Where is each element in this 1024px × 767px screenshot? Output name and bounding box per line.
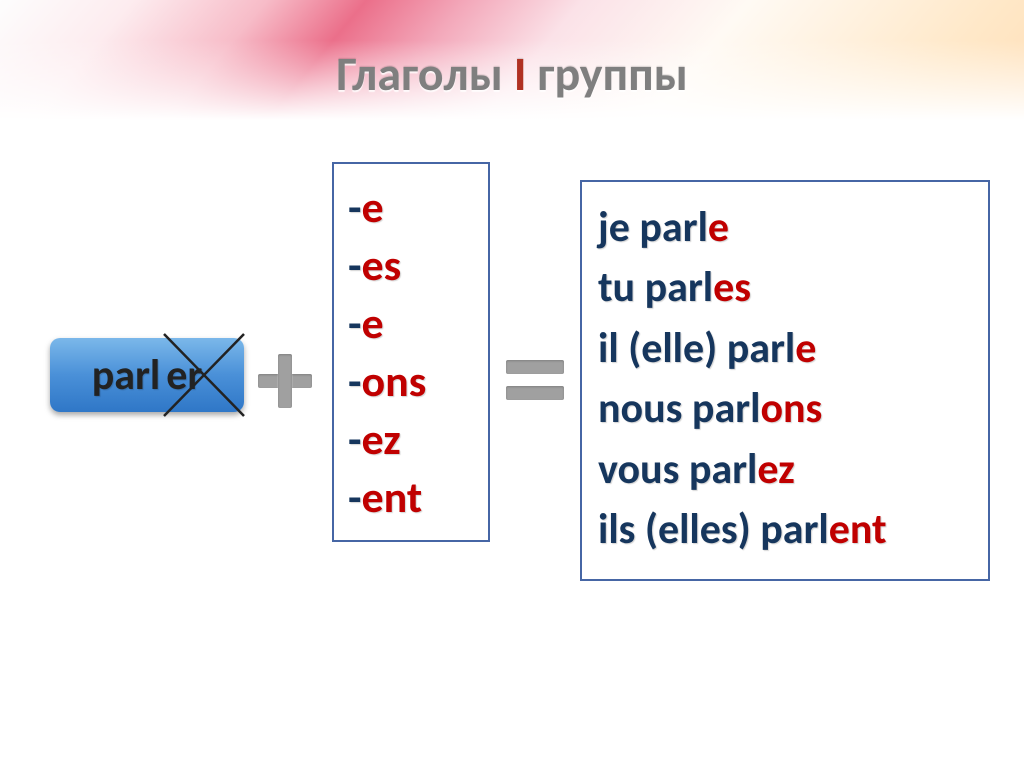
ending-dash: -	[348, 296, 361, 350]
page-title: Глаголы I группы	[0, 44, 1024, 103]
ending-row: -ent	[348, 468, 478, 526]
title-suffix: группы	[527, 44, 688, 103]
conj-ending: ons	[760, 383, 822, 434]
conjugation-row: je parle	[598, 198, 976, 258]
conj-stem: parl	[645, 262, 714, 313]
ending-dash: -	[348, 354, 361, 408]
conj-stem: parl	[692, 383, 761, 434]
ending-row: -ez	[348, 410, 478, 468]
pronoun: vous	[598, 444, 689, 495]
conjugation-row: tu parles	[598, 258, 976, 318]
conj-stem: parl	[689, 444, 758, 495]
title-accent: I	[514, 44, 527, 103]
ending-suffix: es	[361, 238, 401, 292]
ending-dash: -	[348, 238, 361, 292]
conj-ending: e	[795, 323, 816, 374]
conj-stem: parl	[727, 323, 796, 374]
conjugation-row: nous parlons	[598, 379, 976, 439]
conjugation-row: il (elle) parle	[598, 319, 976, 379]
pronoun: ils (elles)	[598, 504, 760, 555]
pronoun: tu	[598, 262, 645, 313]
ending-row: -es	[348, 236, 478, 294]
pronoun: nous	[598, 383, 692, 434]
content-area: parl er -e-es-e-ons-ez-ent je parletu pa…	[40, 170, 1004, 727]
ending-row: -e	[348, 294, 478, 352]
conjugation-row: ils (elles) parlent	[598, 500, 976, 560]
conjugation-box: je parletu parlesil (elle) parlenous par…	[580, 180, 990, 581]
ending-dash: -	[348, 412, 361, 466]
ending-suffix: ent	[361, 470, 422, 524]
equals-icon	[506, 360, 564, 404]
conjugation-row: vous parlez	[598, 440, 976, 500]
ending-suffix: e	[361, 296, 383, 350]
conj-ending: e	[708, 202, 729, 253]
ending-row: -e	[348, 178, 478, 236]
conj-stem: parl	[760, 504, 829, 555]
pronoun: je	[598, 202, 639, 253]
verb-ending: er	[166, 350, 202, 401]
conj-stem: parl	[639, 202, 708, 253]
ending-suffix: ons	[361, 354, 426, 408]
ending-dash: -	[348, 470, 361, 524]
verb-box: parl er	[50, 338, 244, 412]
ending-dash: -	[348, 180, 361, 234]
endings-box: -e-es-e-ons-ez-ent	[332, 162, 490, 542]
ending-suffix: e	[361, 180, 383, 234]
ending-row: -ons	[348, 352, 478, 410]
pronoun: il (elle)	[598, 323, 727, 374]
plus-icon	[258, 354, 312, 408]
conj-ending: ez	[757, 444, 794, 495]
conj-ending: es	[713, 262, 751, 313]
title-prefix: Глаголы	[336, 44, 514, 103]
conj-ending: ent	[829, 504, 887, 555]
ending-suffix: ez	[361, 412, 400, 466]
verb-stem: parl	[92, 350, 161, 401]
